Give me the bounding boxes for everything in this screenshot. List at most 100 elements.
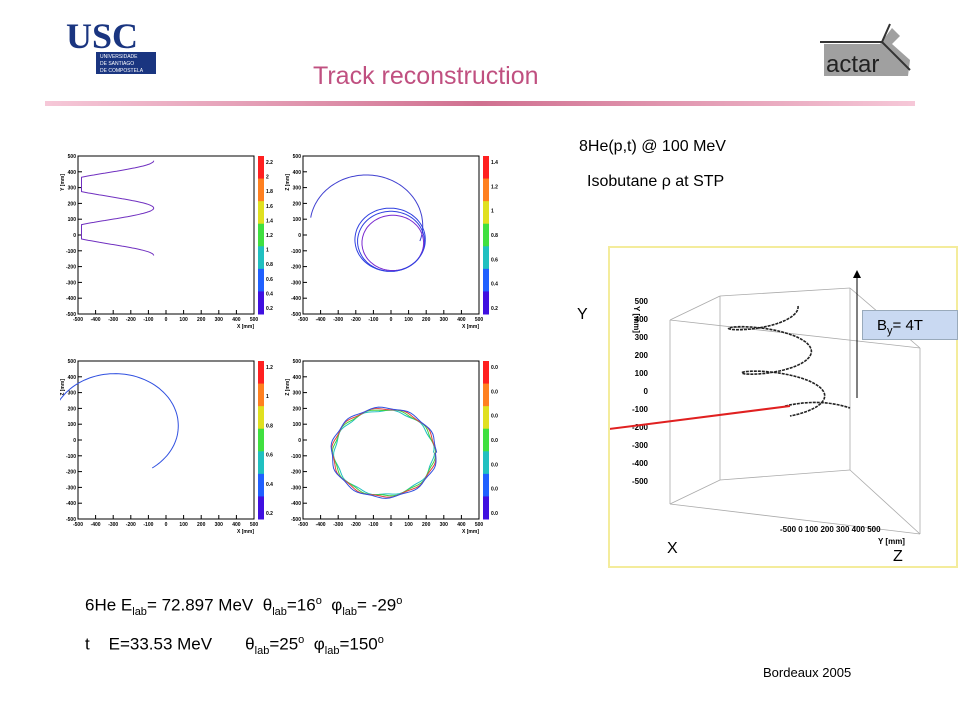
- y-tick-label: 500: [293, 154, 302, 160]
- triton-phi-sub: lab: [324, 645, 340, 658]
- colorbar-segment: [483, 156, 489, 180]
- x-tick-label: 100: [404, 522, 413, 528]
- y-tick-label: 300: [293, 186, 302, 192]
- track-plot-xz-ring: 500 400 300 200 100 0 -100 -200 -300 -400 -500-500…: [285, 359, 498, 535]
- x-axis-label: X [mm]: [237, 324, 254, 330]
- track-helix: [81, 160, 155, 256]
- magnetic-field-label: By= 4T: [862, 310, 958, 340]
- colorbar-segment: [483, 361, 489, 385]
- x-tick-label: 100: [179, 317, 188, 323]
- box-edge: [669, 479, 721, 505]
- he6-phi-degree: o: [396, 595, 403, 607]
- y-tick-label: -500: [66, 517, 76, 523]
- title-divider: [45, 101, 915, 106]
- y-tick-label: 200: [293, 406, 302, 412]
- x-tick-label: 0: [165, 317, 168, 323]
- colorbar-tick-label: 2: [266, 175, 269, 181]
- x-tick-label: -300: [108, 522, 118, 528]
- y-tick-label: -100: [66, 249, 76, 255]
- y-tick-label: -300: [291, 280, 301, 286]
- box-edge: [719, 469, 851, 481]
- box-edge: [669, 503, 921, 535]
- he6-phi-symbol: φ: [331, 595, 343, 615]
- colorbar-tick-label: 1.4: [266, 218, 273, 224]
- he6-theta-symbol: θ: [262, 595, 273, 615]
- y-tick-label: -400: [66, 296, 76, 302]
- field-sub: y: [887, 325, 893, 337]
- y-tick-label: 100: [293, 422, 302, 428]
- x-tick-label: 100: [179, 522, 188, 528]
- y-tick-label: 200: [68, 201, 77, 207]
- colorbar-segment: [258, 473, 264, 497]
- x-tick-label: 500: [250, 522, 259, 528]
- usc-logo: USC UNIVERSIDADE DE SANTIAGO DE COMPOSTE…: [66, 16, 156, 74]
- track-plot-xz-triton: 500 400 300 200 100 0 -100 -200 -300 -400 -500-500…: [285, 154, 498, 330]
- colorbar-segment: [258, 428, 264, 452]
- y-tick-label: 300: [68, 391, 77, 397]
- colorbar-tick-label: 0.2: [266, 511, 273, 517]
- usc-logo-line-2: DE SANTIAGO: [100, 61, 134, 67]
- x-tick-label: -500: [298, 317, 308, 323]
- axis3d-tick-label: -400: [632, 459, 649, 468]
- y-tick-label: -400: [291, 296, 301, 302]
- colorbar-tick-label: 0.8: [491, 233, 498, 239]
- y-tick-label: 0: [73, 233, 76, 239]
- colorbar-tick-label: 1.4: [491, 160, 498, 166]
- y-tick-label: 100: [68, 217, 77, 223]
- axis3d-tick-label: 500: [635, 297, 649, 306]
- usc-logo-line-1: UNIVERSIDADE: [100, 54, 138, 60]
- track-ring: [330, 406, 438, 499]
- x-tick-label: -100: [368, 317, 378, 323]
- x-tick-label: -500: [298, 522, 308, 528]
- triton-theta-value: =25: [269, 634, 299, 654]
- colorbar-segment: [483, 178, 489, 202]
- colorbar-tick-label: 0.2: [491, 306, 498, 312]
- y-tick-label: 400: [293, 170, 302, 176]
- x-tick-label: -100: [143, 317, 153, 323]
- y-axis-label: Z [mm]: [285, 174, 291, 191]
- colorbar-segment: [483, 428, 489, 452]
- x-tick-label: -400: [316, 522, 326, 528]
- x-tick-label: 400: [457, 522, 466, 528]
- track-3d-plot: 500 400 300 200 100 0 -100 -200 -300 -400 -500 Y [m…: [569, 270, 921, 546]
- colorbar-tick-label: 0.6: [266, 277, 273, 283]
- colorbar-segment: [258, 383, 264, 407]
- colorbar-segment: [483, 383, 489, 407]
- y-tick-label: -200: [66, 265, 76, 271]
- colorbar-tick-label: 1.2: [491, 184, 498, 190]
- colorbar-segment: [258, 291, 264, 315]
- he6-theta-value: =16: [286, 595, 316, 615]
- colorbar-tick-label: 1: [266, 248, 269, 254]
- x-tick-label: 300: [215, 317, 224, 323]
- colorbar-tick-label: 0.0: [491, 462, 498, 468]
- axis3d-tick-label: -100: [632, 405, 649, 414]
- colorbar-segment: [483, 473, 489, 497]
- axis-letter-x: X: [667, 540, 678, 557]
- plot-frame: [77, 155, 255, 315]
- colorbar-segment: [258, 246, 264, 270]
- axis3d-tick-label: 0: [644, 387, 649, 396]
- x-tick-label: 100: [404, 317, 413, 323]
- triton-phi-symbol: φ: [313, 634, 325, 654]
- colorbar-tick-label: 2.2: [266, 160, 273, 166]
- axis3d-tick-label: -500: [632, 477, 649, 486]
- triton-theta-degree: o: [298, 634, 305, 646]
- track-3d-helix: [727, 305, 826, 417]
- y-tick-label: 0: [298, 438, 301, 444]
- y-tick-label: 400: [68, 170, 77, 176]
- colorbar-tick-label: 1.6: [266, 204, 273, 210]
- y-tick-label: -100: [66, 454, 76, 460]
- x-tick-label: 300: [440, 317, 449, 323]
- x-tick-label: 0: [390, 522, 393, 528]
- field-value: = 4T: [892, 317, 923, 334]
- colorbar-tick-label: 0.2: [266, 306, 273, 312]
- y-tick-label: -400: [66, 501, 76, 507]
- y-tick-label: -500: [66, 312, 76, 318]
- y-tick-label: -200: [291, 470, 301, 476]
- x-tick-label: -200: [351, 522, 361, 528]
- axis3d-tick-label: -300: [632, 441, 649, 450]
- y-axis-label: Y [mm]: [60, 174, 66, 191]
- colorbar-segment: [258, 496, 264, 520]
- x-tick-label: 400: [232, 317, 241, 323]
- y-tick-label: -300: [66, 485, 76, 491]
